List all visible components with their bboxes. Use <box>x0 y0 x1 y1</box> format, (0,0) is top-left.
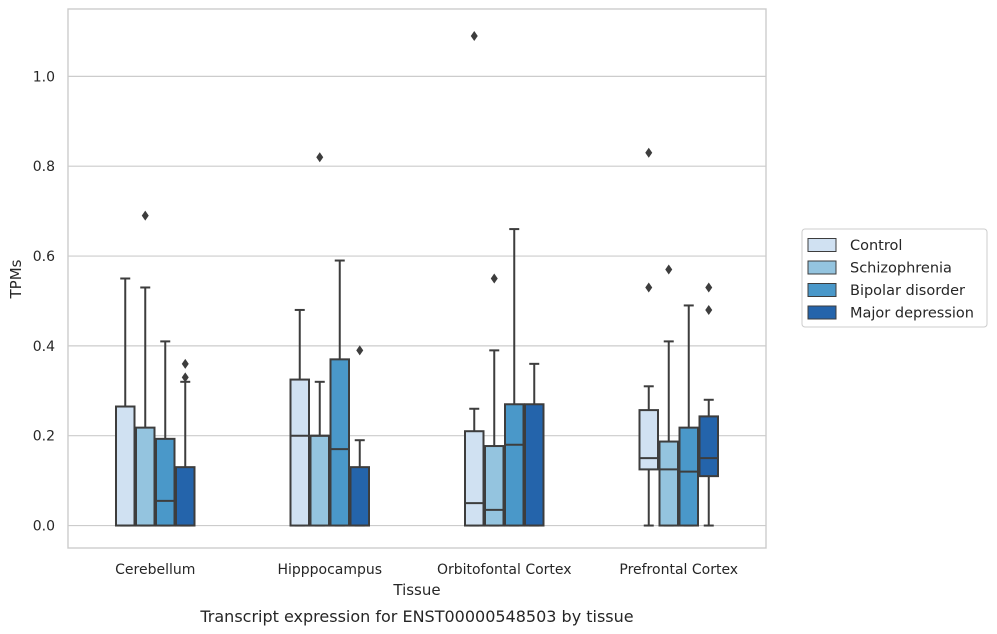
outlier-point <box>705 282 713 293</box>
x-tick-label: Cerebellum <box>115 562 195 578</box>
y-tick-label: 0.4 <box>33 339 55 355</box>
box-rect <box>349 466 370 527</box>
outlier-point <box>181 358 189 369</box>
legend: Control Schizophrenia Bipolar disorder Majo… <box>801 228 988 328</box>
box-rect <box>464 430 485 527</box>
y-tick-labels: 0.0 0.2 0.4 0.6 0.8 1.0 <box>33 69 55 534</box>
box-rect <box>658 440 679 527</box>
box-rect <box>678 426 699 527</box>
box-3-1 <box>658 264 679 527</box>
box-0-3 <box>175 358 196 527</box>
legend-swatch <box>807 238 837 252</box>
outlier-point <box>141 210 149 221</box>
outlier-point <box>356 345 364 356</box>
box-rect <box>504 403 525 527</box>
y-tick-label: 0.6 <box>33 249 55 265</box>
legend-swatch <box>807 260 837 275</box>
x-tick-label: Orbitofontal Cortex <box>437 562 572 578</box>
outlier-point <box>645 147 653 158</box>
y-axis-title: TPMs <box>7 259 25 299</box>
outlier-point <box>665 264 673 275</box>
outlier-point <box>645 282 653 293</box>
outlier-point <box>490 273 498 284</box>
y-tick-label: 0.2 <box>33 429 55 445</box>
y-tick-label: 1.0 <box>33 69 55 85</box>
box-1-0 <box>289 308 310 527</box>
box-rect <box>309 434 330 527</box>
legend-label: Schizophrenia <box>850 261 952 277</box>
outlier-point <box>181 372 189 383</box>
box-3-2 <box>678 304 699 527</box>
box-0-0 <box>115 277 136 527</box>
plot-frame <box>67 8 767 549</box>
legend-frame <box>801 228 988 328</box>
legend-label: Control <box>850 238 902 254</box>
box-0-1 <box>135 210 156 527</box>
box-1-2 <box>329 259 350 527</box>
outlier-point <box>705 304 713 315</box>
box-groups <box>115 30 719 527</box>
box-3-3 <box>698 282 719 527</box>
legend-swatch <box>807 305 837 320</box>
x-tick-label: Prefrontal Cortex <box>619 562 738 578</box>
box-0-2 <box>155 340 176 527</box>
legend-label: Major depression <box>850 306 974 322</box>
box-2-2 <box>504 228 525 527</box>
y-tick-label: 0.8 <box>33 159 55 175</box>
y-tick-label: 0.0 <box>33 519 55 535</box>
box-rect <box>524 403 545 527</box>
legend-swatch <box>807 283 837 297</box>
x-axis-title: Tissue <box>392 581 440 599</box>
outlier-point <box>316 152 324 163</box>
box-1-3 <box>349 345 370 527</box>
box-rect <box>638 409 659 471</box>
box-2-1 <box>484 273 505 527</box>
box-rect <box>484 445 505 527</box>
box-rect <box>698 415 719 478</box>
box-rect <box>135 426 156 527</box>
box-rect <box>115 405 136 527</box>
box-rect <box>289 378 310 527</box>
box-2-3 <box>524 362 545 527</box>
figure-caption: Transcript expression for ENST0000054850… <box>199 607 633 626</box>
outlier-point <box>470 30 478 41</box>
box-1-1 <box>309 152 330 527</box>
box-rect <box>329 358 350 527</box>
box-2-0 <box>464 30 485 527</box>
legend-label: Bipolar disorder <box>850 283 965 299</box>
box-rect <box>155 437 176 527</box>
x-tick-label: Hipppocampus <box>277 562 382 578</box>
box-3-0 <box>638 147 659 527</box>
x-tick-labels: Cerebellum Hipppocampus Orbitofontal Corte… <box>115 562 738 578</box>
box-rect <box>175 466 196 527</box>
